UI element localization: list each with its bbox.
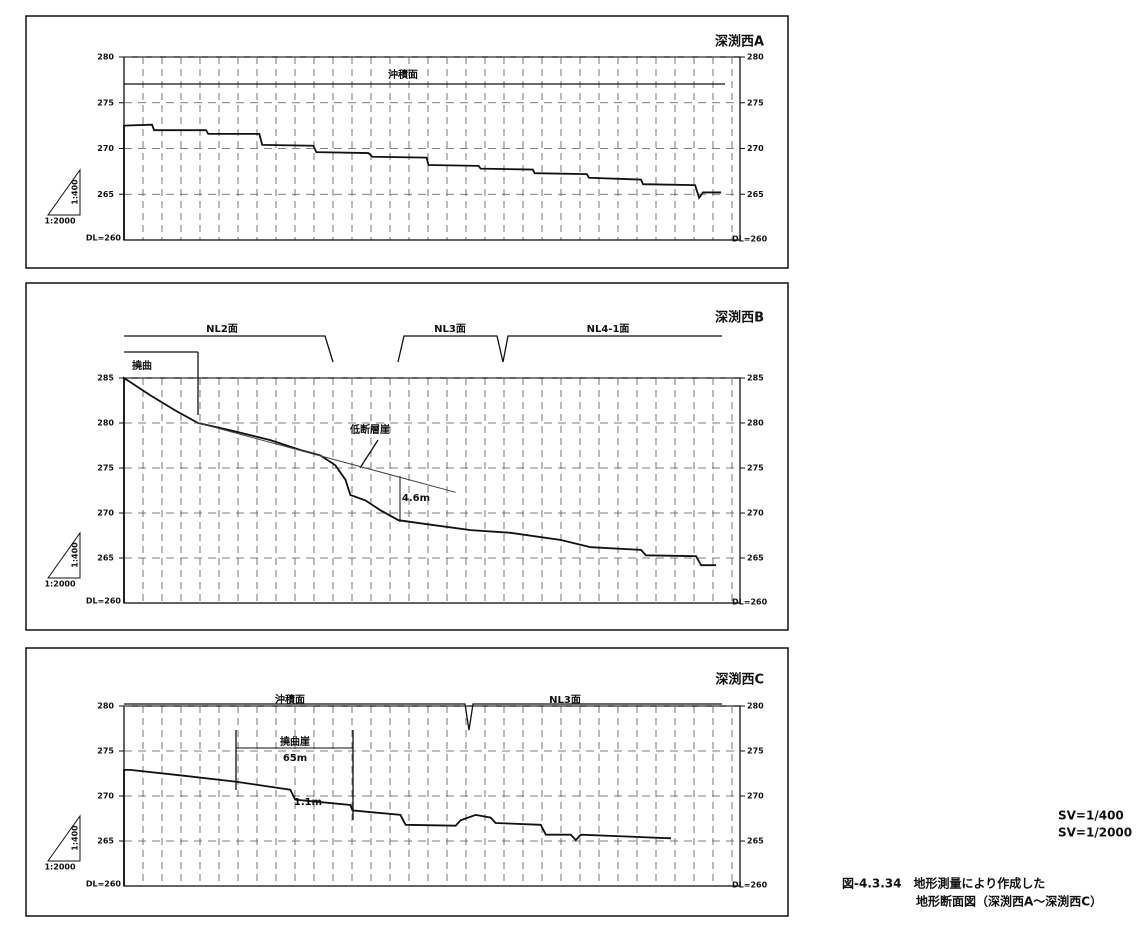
plot-frame <box>123 377 741 604</box>
y-tick-label: 270 <box>747 509 764 518</box>
annotation: 沖積面 <box>388 68 418 81</box>
scale-label: 1:2000 <box>44 580 75 589</box>
y-tick-label: 265 <box>97 190 114 199</box>
annotation: 沖積面 <box>275 693 305 706</box>
scale-label: 1:400 <box>71 542 80 568</box>
panel-frame <box>25 15 789 269</box>
y-tick-label: 280 <box>747 419 764 428</box>
profile-line <box>123 769 672 886</box>
y-tick-label: 285 <box>747 374 764 383</box>
datum-label: DL=260 <box>86 234 122 243</box>
annotation-line <box>359 439 379 469</box>
scale-triangle <box>47 531 81 579</box>
y-tick-label: 270 <box>97 144 114 153</box>
y-tick-label: 265 <box>747 837 764 846</box>
y-tick-label: 275 <box>97 464 114 473</box>
annotation: NL4-1面 <box>587 323 630 335</box>
panel-frame <box>25 282 789 631</box>
datum-label: DL=260 <box>732 235 768 244</box>
y-tick-label: 270 <box>747 792 764 801</box>
datum-label: DL=260 <box>86 880 122 889</box>
annotation: NL2面 <box>206 323 238 335</box>
profile-line <box>195 421 456 493</box>
panel-title: 深渕西C <box>715 672 764 688</box>
annotation: 4.6m <box>402 493 430 504</box>
y-tick-label: 265 <box>747 190 764 199</box>
datum-label: DL=260 <box>732 881 768 890</box>
scale-label: 1:400 <box>71 179 80 205</box>
y-tick-label: 280 <box>747 53 764 62</box>
y-tick-label: 275 <box>747 98 764 107</box>
scale-triangle <box>47 814 81 862</box>
scale-triangle <box>47 168 81 216</box>
profile-line <box>123 376 717 603</box>
annotation: 1.1m <box>294 797 322 808</box>
y-tick-label: 285 <box>97 374 114 383</box>
y-tick-label: 270 <box>97 509 114 518</box>
annotation-line <box>397 335 722 363</box>
panel-title: 深渕西A <box>715 34 764 50</box>
panel-frame <box>25 647 789 917</box>
y-tick-label: 265 <box>97 837 114 846</box>
y-tick-label: 265 <box>747 554 764 563</box>
profile-line <box>123 123 722 240</box>
scale-note: SV=1/400 <box>1058 809 1124 823</box>
annotation: 65m <box>283 753 307 764</box>
annotation-line <box>124 335 334 363</box>
datum-label: DL=260 <box>86 597 122 606</box>
y-tick-label: 280 <box>97 419 114 428</box>
y-tick-label: 275 <box>97 98 114 107</box>
y-tick-label: 275 <box>747 464 764 473</box>
scale-label: 1:2000 <box>44 217 75 226</box>
y-tick-label: 265 <box>97 554 114 563</box>
annotation: 撓曲 <box>132 359 152 372</box>
annotation: NL3面 <box>434 323 466 335</box>
datum-label: DL=260 <box>732 598 768 607</box>
scale-label: 1:2000 <box>44 863 75 872</box>
panel-title: 深渕西B <box>715 310 764 326</box>
y-tick-label: 270 <box>747 144 764 153</box>
caption: 地形断面図（深渕西A～深渕西C） <box>916 894 1102 909</box>
caption: 図-4.3.34 地形測量により作成した <box>842 876 1045 891</box>
scale-label: 1:400 <box>71 825 80 851</box>
y-tick-label: 270 <box>97 792 114 801</box>
annotation: NL3面 <box>549 694 581 706</box>
y-tick-label: 280 <box>747 702 764 711</box>
annotation: 撓曲崖 <box>280 735 310 748</box>
y-tick-label: 275 <box>97 747 114 756</box>
annotation: 低断層崖 <box>349 423 390 436</box>
y-tick-label: 275 <box>747 747 764 756</box>
y-tick-label: 280 <box>97 702 114 711</box>
annotation-line <box>124 703 722 731</box>
scale-note: SV=1/2000 <box>1058 826 1132 840</box>
y-tick-label: 280 <box>97 53 114 62</box>
